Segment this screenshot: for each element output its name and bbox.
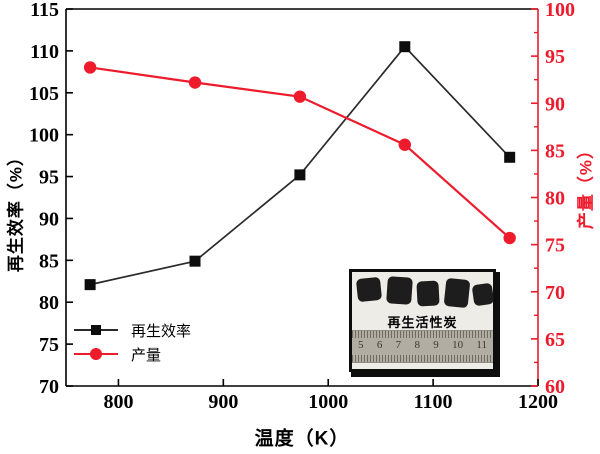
ruler-number: 9 [433,339,439,351]
legend-label-efficiency: 再生效率 [131,322,192,340]
x-axis-title: 温度（K） [254,428,350,450]
efficiency-data-point [399,41,411,53]
efficiency-data-point [84,279,96,291]
left-axis-tick-label: 95 [39,167,59,189]
legend: 再生效率 产量 [74,322,192,364]
left-axis-tick-label: 80 [39,292,59,314]
ruler-numbers: 5 6 7 8 9 10 11 [352,339,493,351]
right-axis-tick-label: 80 [545,188,565,210]
yield-data-point [398,138,411,151]
x-axis-tick-label: 800 [103,391,133,413]
circle-marker-icon [90,348,102,360]
left-axis-title: 再生效率（%） [6,147,26,273]
efficiency-data-point [189,255,201,267]
carbon-chunk [355,276,383,303]
right-axis-tick-label: 85 [545,140,565,162]
ruler-ticks-bottom [352,355,493,362]
x-axis-tick-label: 1100 [414,391,453,413]
inset-photo: 再生活性炭 5 6 7 8 9 10 11 [349,269,496,372]
right-axis-tick-label: 75 [545,235,565,257]
carbon-chunk [386,276,413,305]
efficiency-line [89,45,511,286]
left-axis-tick-label: 90 [39,208,59,230]
yield-data-point [503,231,516,245]
yield-data-point [188,76,202,89]
left-axis-tick-label: 100 [29,125,59,147]
ruler-ticks-top [352,331,493,338]
x-axis-tick-label: 1000 [308,391,348,413]
ruler: 5 6 7 8 9 10 11 [352,330,493,363]
legend-line-red [74,348,118,360]
carbon-chunk [471,282,495,307]
carbon-chunks [352,272,495,312]
right-axis-tick-label: 70 [545,282,565,304]
right-axis-title: 产量（%） [576,140,596,230]
right-axis-tick-label: 65 [545,329,565,351]
legend-line-black [74,325,118,335]
left-axis-tick-label: 115 [30,0,59,21]
ruler-number: 10 [452,339,464,351]
carbon-chunk [443,277,471,309]
inset-caption: 再生活性炭 [387,315,458,330]
square-marker-icon [91,325,101,335]
left-axis-tick-label: 110 [30,41,59,63]
ruler-number: 6 [376,339,383,351]
yield-data-point [83,61,97,74]
legend-label-yield: 产量 [131,346,162,364]
efficiency-data-point [294,169,306,181]
left-axis-tick-label: 75 [39,334,59,356]
yield-data-point [293,90,307,103]
carbon-chunk [416,280,440,307]
legend-item-yield: 产量 [74,346,191,364]
right-axis-tick-label: 95 [545,46,565,68]
ruler-number: 11 [476,339,487,351]
x-axis-tick-label: 900 [208,391,238,413]
left-axis-tick-label: 105 [29,83,59,105]
left-axis-tick-label: 85 [39,250,59,272]
right-axis-tick-label: 90 [545,93,565,115]
x-axis-tick-label: 1200 [518,391,558,413]
left-axis-tick-label: 70 [39,376,59,398]
ruler-number: 8 [414,339,420,351]
legend-item-efficiency: 再生效率 [74,322,192,340]
right-axis-tick-label: 60 [545,376,565,398]
ruler-number: 7 [395,339,402,351]
ruler-number: 5 [358,339,364,351]
efficiency-data-point [504,151,516,163]
right-axis-tick-label: 100 [545,0,575,21]
